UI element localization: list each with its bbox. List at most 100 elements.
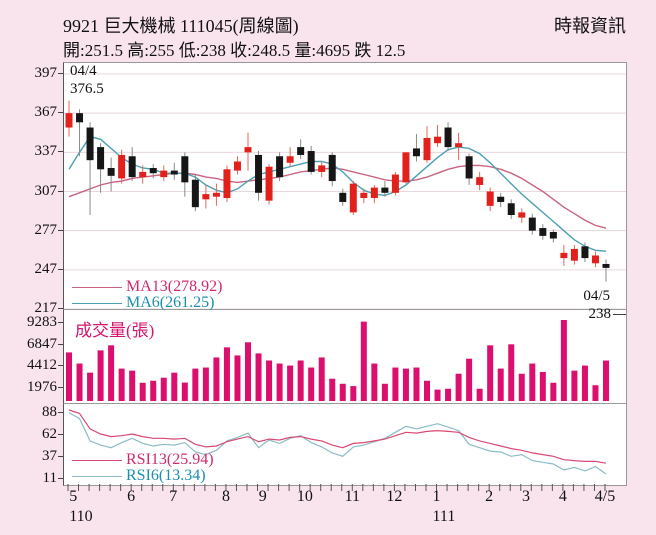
candle-up	[402, 152, 410, 183]
volume-bar	[318, 357, 325, 401]
ma6-line	[68, 135, 607, 252]
month-label: 3	[522, 488, 531, 505]
candle-up	[349, 183, 357, 213]
candle-up	[202, 194, 210, 200]
candle-down	[381, 187, 389, 193]
volume-bar	[360, 321, 367, 401]
candle-up	[212, 192, 220, 197]
volume-bar	[518, 373, 525, 401]
volume-bar	[234, 355, 241, 401]
volume-bar	[171, 372, 178, 401]
candle-up	[233, 161, 241, 171]
volume-bar	[76, 363, 83, 401]
ma13-line-swatch	[72, 286, 122, 288]
volume-bar	[381, 383, 388, 401]
rsi13-line-swatch	[72, 459, 122, 461]
volume-bar	[550, 382, 557, 401]
rsi13-legend-label: RSI13(25.94)	[126, 451, 214, 468]
volume-bar	[508, 344, 515, 401]
rsi-chart	[68, 409, 607, 475]
month-label: 9	[258, 488, 267, 505]
volume-bar	[297, 360, 304, 401]
candle-down	[328, 154, 336, 182]
volume-bar	[118, 368, 125, 401]
candle-down	[539, 228, 547, 236]
volume-bar	[581, 365, 588, 401]
candle-up	[423, 137, 431, 161]
volume-bar	[160, 377, 167, 401]
volume-bar	[87, 372, 94, 401]
candle-down	[149, 168, 157, 174]
candle-up	[391, 174, 399, 193]
price-tick-label: 367	[0, 103, 63, 121]
volume-tick-label: 9283	[0, 313, 63, 331]
candle-up	[65, 113, 73, 128]
candle-down	[255, 154, 263, 193]
volume-bar	[476, 388, 483, 401]
candle-down	[297, 147, 305, 155]
volume-bar	[434, 389, 441, 401]
rsi6-line-swatch	[72, 475, 122, 477]
ma6-legend-label: MA6(261.25)	[126, 294, 215, 311]
month-label: 2	[485, 488, 494, 505]
price-tick-label: 277	[0, 221, 63, 239]
volume-bar	[108, 345, 115, 401]
candle-up	[139, 171, 147, 178]
volume-bar	[402, 368, 409, 401]
volume-bar	[424, 380, 430, 401]
volume-bar	[529, 363, 536, 401]
volume-tick-label: 1976	[0, 378, 63, 396]
candle-down	[276, 156, 284, 178]
price-tick-label: 397	[0, 64, 63, 82]
candlestick-chart	[64, 73, 626, 309]
ma6-legend: MA6(261.25)	[72, 295, 214, 311]
volume-panel	[63, 310, 627, 404]
candle-up	[455, 143, 463, 148]
year-label: 110	[69, 508, 93, 525]
candle-up	[518, 212, 526, 218]
volume-bar	[592, 385, 599, 401]
candle-up	[476, 177, 484, 185]
volume-bar	[287, 365, 294, 401]
ohlc-summary: 開:251.5 高:255 低:238 收:248.5 量:4695 跌 12.…	[63, 41, 406, 60]
candle-down	[170, 170, 178, 175]
month-label: 1	[432, 488, 441, 505]
candle-up	[486, 191, 494, 206]
volume-bar	[213, 357, 220, 401]
candle-up	[434, 136, 442, 144]
rsi6-legend: RSI6(13.34)	[72, 468, 206, 484]
candle-down	[76, 113, 84, 123]
rsi6-legend-label: RSI6(13.34)	[126, 467, 206, 484]
volume-bar	[413, 367, 420, 401]
volume-bar	[329, 378, 336, 401]
candle-up	[360, 192, 368, 199]
candle-down	[465, 156, 473, 179]
ma13-legend-label: MA13(278.92)	[126, 278, 223, 295]
rsi-tick-label: 62	[0, 425, 63, 443]
volume-bar	[339, 383, 346, 401]
volume-tick-label: 6847	[0, 335, 63, 353]
month-label: 6	[127, 488, 136, 505]
price-tick-label: 337	[0, 142, 63, 160]
volume-title: 成交量(張)	[75, 321, 155, 340]
candle-down	[97, 147, 105, 170]
candle-down	[412, 148, 420, 157]
low-annotation-date: 04/5	[583, 288, 610, 304]
month-label: 12	[386, 488, 403, 505]
candle-down	[181, 156, 189, 183]
volume-bar	[150, 380, 157, 401]
volume-bar	[350, 386, 357, 401]
ma13-legend: MA13(278.92)	[72, 279, 222, 295]
volume-bar	[371, 363, 378, 401]
volume-bar	[223, 347, 230, 401]
rsi-tick-label: 88	[0, 403, 63, 421]
year-label: 111	[432, 508, 456, 525]
candle-up	[318, 165, 326, 172]
price-panel	[63, 62, 627, 310]
high-annotation-value: 376.5	[70, 81, 104, 97]
candle-down	[549, 231, 557, 239]
candle-down	[444, 127, 452, 148]
candle-up	[560, 252, 568, 259]
candle-down	[339, 192, 347, 202]
rsi-tick-label: 37	[0, 447, 63, 465]
